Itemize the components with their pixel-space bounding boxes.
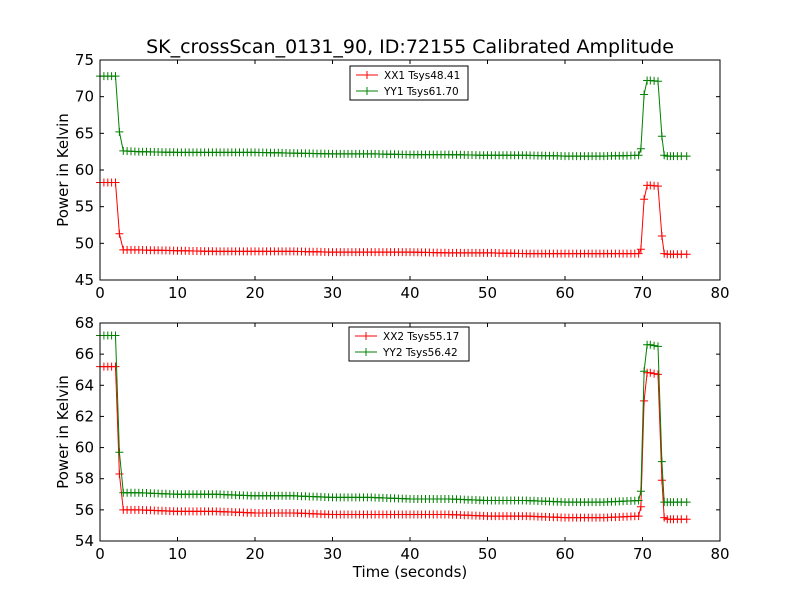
x-tick-label: 0 xyxy=(95,545,105,563)
legend-box xyxy=(348,326,470,362)
y-tick-label: 60 xyxy=(75,161,94,179)
legend-box xyxy=(349,65,469,101)
data-point-marker xyxy=(636,144,645,153)
plot-top: 0 10 20 30 40 50 60 70 80 45 50 55 60 65 70 75 Power in … xyxy=(54,51,730,302)
legend-swatch-marker xyxy=(362,348,370,356)
data-point-marker xyxy=(115,229,124,238)
y-axis-label: Power in Kelvin xyxy=(54,113,72,227)
data-point-marker xyxy=(682,250,691,259)
data-point-marker xyxy=(654,77,662,86)
y-tick-label: 60 xyxy=(75,439,94,457)
data-point-marker xyxy=(115,448,124,457)
data-point-marker xyxy=(657,132,666,141)
data-point-marker xyxy=(654,342,662,351)
legend-label: XX2 Tsys55.17 xyxy=(383,331,459,343)
data-point-marker xyxy=(115,470,124,478)
legend-label: YY2 Tsys56.42 xyxy=(382,347,458,359)
legend-label: YY1 Tsys61.70 xyxy=(383,86,459,98)
x-tick-label: 60 xyxy=(555,284,574,302)
x-tick-label: 80 xyxy=(710,545,729,563)
y-axis-label: Power in Kelvin xyxy=(54,375,72,489)
data-point-marker xyxy=(640,195,649,204)
y-tick-label: 66 xyxy=(75,345,94,363)
data-point-marker xyxy=(640,367,649,376)
legend-swatch-marker xyxy=(363,71,371,79)
x-tick-label: 30 xyxy=(323,284,342,302)
x-tick-label: 70 xyxy=(633,545,652,563)
y-tick-label: 54 xyxy=(75,532,94,550)
y-tick-label: 50 xyxy=(75,234,94,252)
data-point-marker xyxy=(646,340,655,349)
y-tick-label: 56 xyxy=(75,501,94,519)
data-point-marker xyxy=(634,496,643,505)
data-point-marker xyxy=(682,152,691,161)
x-tick-label: 40 xyxy=(400,545,419,563)
x-tick-label: 20 xyxy=(245,545,264,563)
y-tick-label: 55 xyxy=(75,198,94,216)
legend: XX1 Tsys48.41 YY1 Tsys61.70 xyxy=(349,65,469,101)
legend-swatch-marker xyxy=(363,87,371,95)
data-point-marker xyxy=(646,368,655,377)
x-tick-label: 50 xyxy=(478,284,497,302)
legend: XX2 Tsys55.17 YY2 Tsys56.42 xyxy=(348,326,470,362)
x-tick-label: 20 xyxy=(245,284,264,302)
x-axis-label: Time (seconds) xyxy=(352,563,468,581)
data-point-marker xyxy=(115,127,124,136)
legend-label: XX1 Tsys48.41 xyxy=(384,70,460,82)
y-tick-label: 70 xyxy=(75,88,94,106)
data-point-marker xyxy=(634,151,643,160)
x-tick-label: 70 xyxy=(633,284,652,302)
y-tick-label: 45 xyxy=(75,271,94,289)
data-point-marker xyxy=(650,341,659,350)
data-point-marker xyxy=(650,369,659,378)
data-point-marker xyxy=(634,512,643,521)
x-tick-label: 80 xyxy=(710,284,729,302)
x-tick-label: 10 xyxy=(168,284,187,302)
data-point-marker xyxy=(636,245,645,254)
y-tick-label: 64 xyxy=(75,376,94,394)
data-point-marker xyxy=(657,457,666,466)
x-tick-label: 10 xyxy=(168,545,187,563)
y-tick-label: 75 xyxy=(75,51,94,69)
data-point-marker xyxy=(654,182,662,191)
x-tick-label: 0 xyxy=(95,284,105,302)
y-tick-label: 68 xyxy=(75,314,94,332)
data-point-marker xyxy=(654,370,662,379)
data-point-marker xyxy=(636,502,645,511)
y-tick-label: 65 xyxy=(75,124,94,142)
x-tick-label: 60 xyxy=(555,545,574,563)
data-point-marker xyxy=(111,362,120,371)
data-point-marker xyxy=(682,498,691,507)
data-point-marker xyxy=(634,249,643,258)
data-point-marker xyxy=(657,232,666,240)
x-tick-label: 50 xyxy=(478,545,497,563)
chart-title: SK_crossScan_0131_90, ID:72155 Calibrate… xyxy=(146,36,674,58)
data-point-marker xyxy=(640,396,649,405)
data-point-marker xyxy=(682,515,691,524)
data-point-marker xyxy=(111,331,120,340)
x-tick-label: 40 xyxy=(400,284,419,302)
y-tick-label: 58 xyxy=(75,470,94,488)
y-tick-label: 62 xyxy=(75,407,94,425)
legend-swatch-marker xyxy=(362,332,370,340)
data-point-marker xyxy=(657,476,666,485)
data-point-marker xyxy=(640,90,649,99)
data-point-marker xyxy=(111,178,120,187)
data-point-marker xyxy=(111,72,120,81)
x-tick-label: 30 xyxy=(323,545,342,563)
plot-bottom: 0 10 20 30 40 50 60 70 80 54 56 58 60 62 64 66 68 Power i… xyxy=(54,314,730,563)
data-point-marker xyxy=(636,487,645,496)
